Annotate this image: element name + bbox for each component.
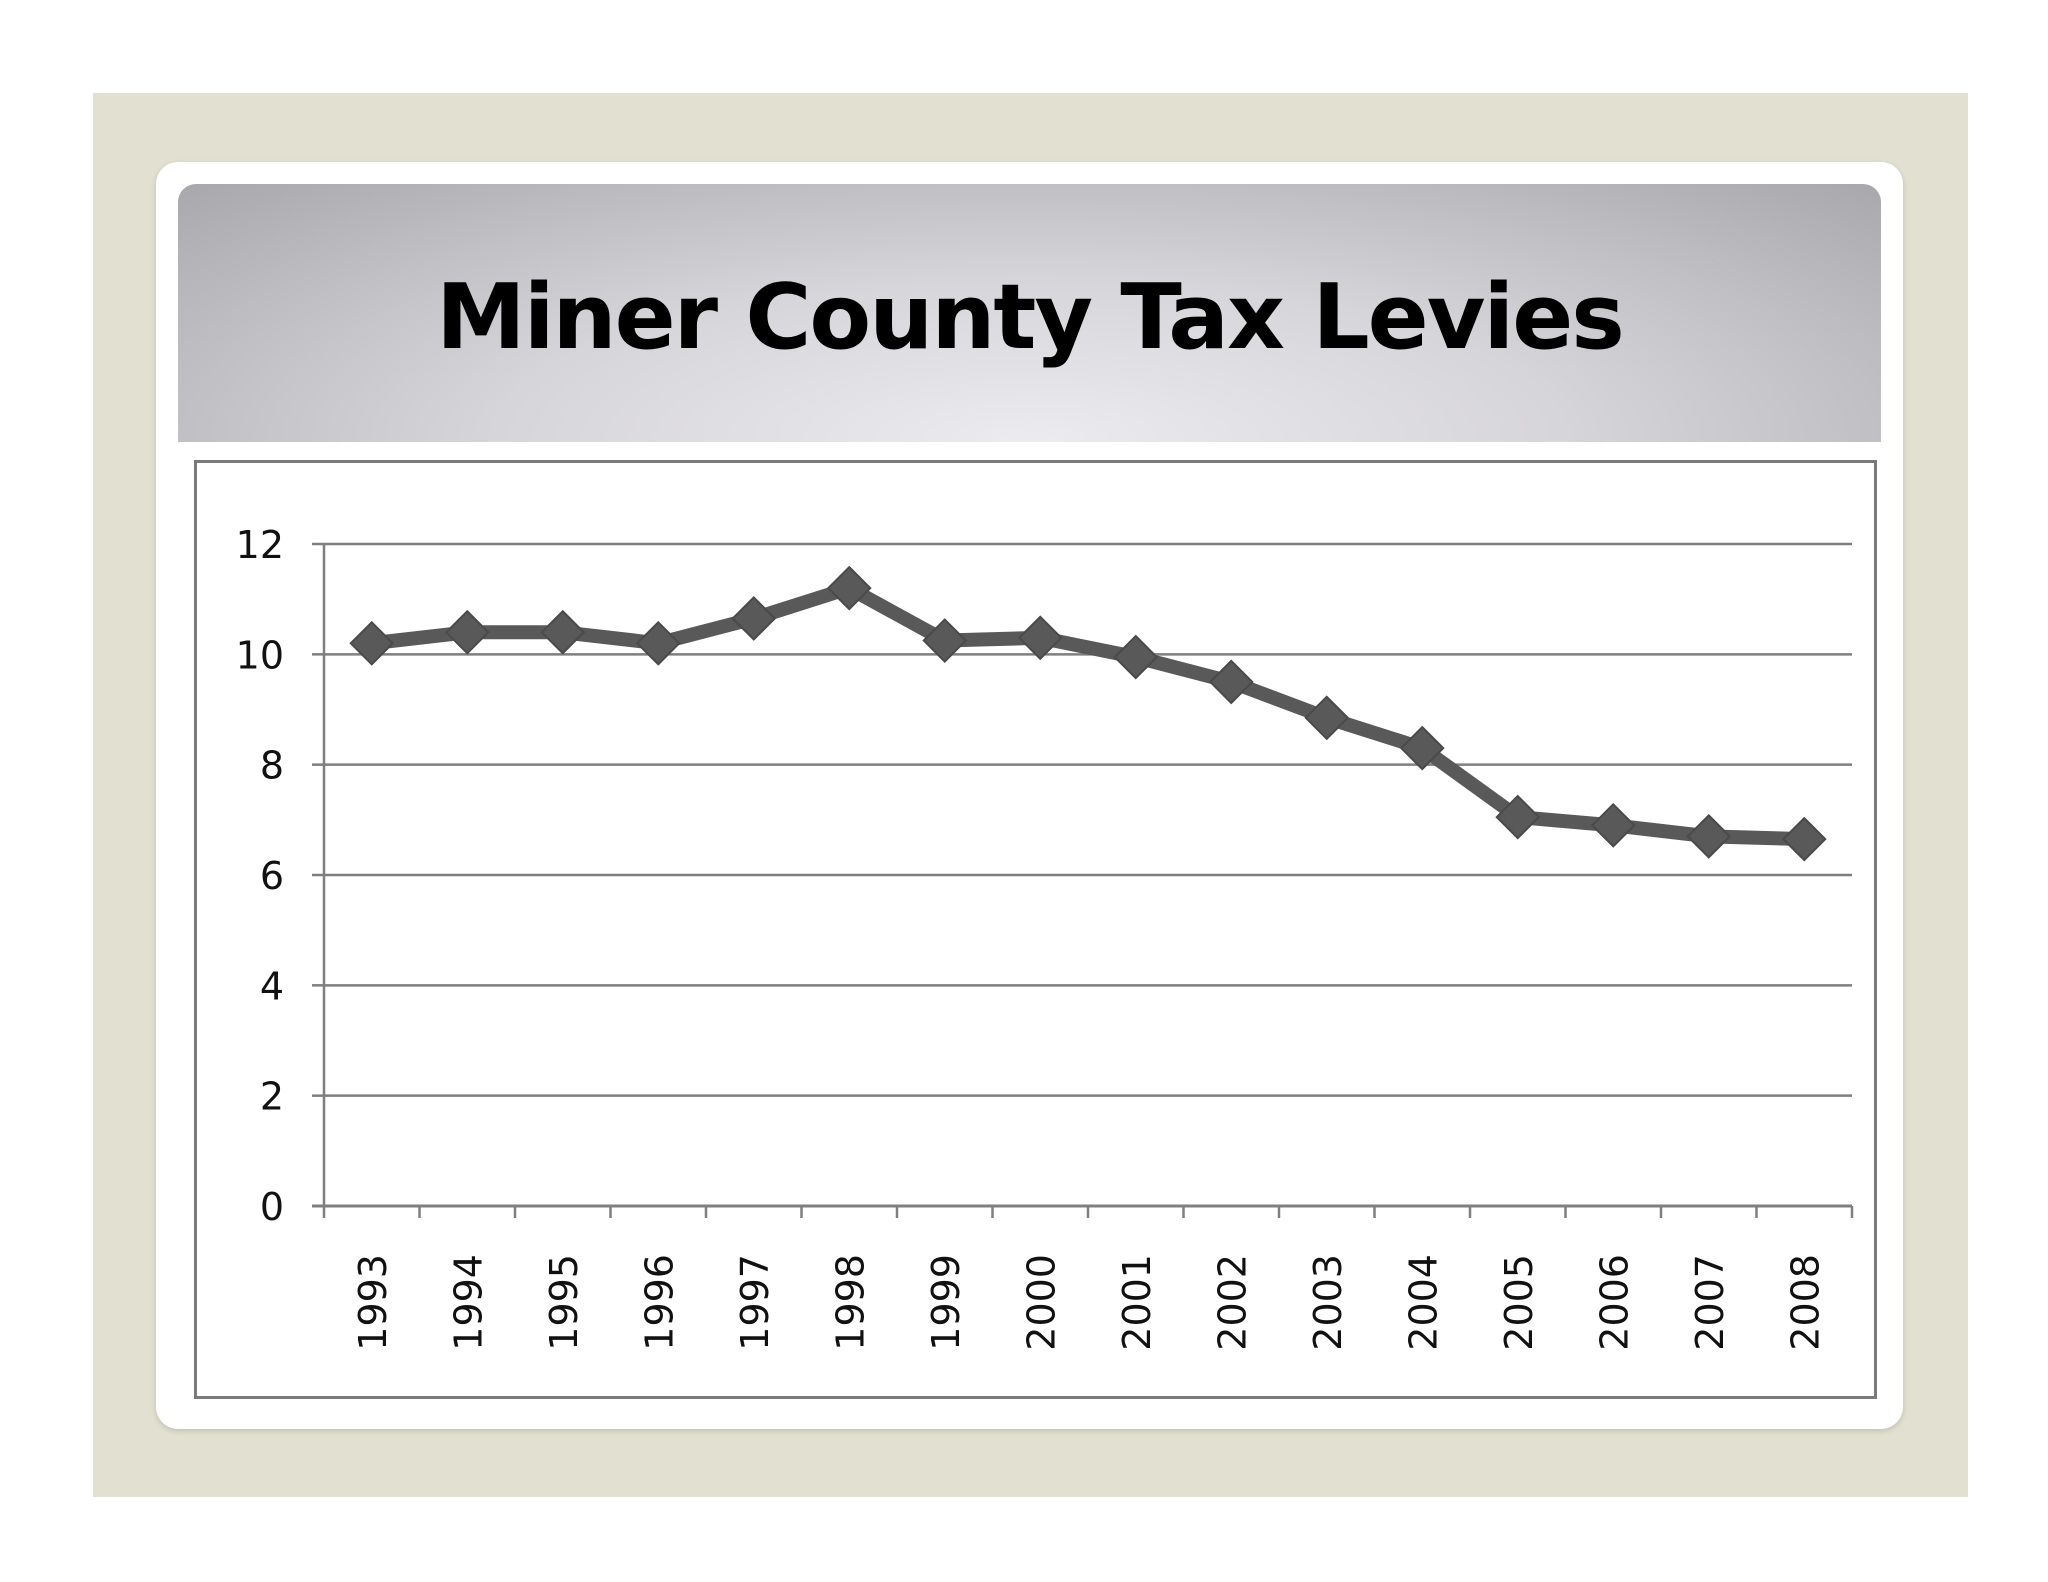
data-point bbox=[635, 620, 681, 666]
x-tick-label: 2005 bbox=[1497, 1254, 1541, 1351]
data-point bbox=[349, 620, 395, 666]
data-point bbox=[1781, 816, 1827, 862]
data-point bbox=[1304, 695, 1350, 741]
x-tick-label: 1996 bbox=[637, 1254, 681, 1351]
y-tick-label: 4 bbox=[260, 964, 284, 1008]
y-tick-label: 2 bbox=[260, 1075, 284, 1119]
x-tick-label: 2001 bbox=[1115, 1254, 1159, 1351]
y-tick-label: 8 bbox=[260, 744, 284, 788]
data-point bbox=[1686, 813, 1732, 859]
y-tick-label: 10 bbox=[236, 633, 284, 677]
slide-card: Miner County Tax Levies 0 2 4 6 8 10 12 1993 199… bbox=[156, 162, 1903, 1429]
title-banner: Miner County Tax Levies bbox=[178, 184, 1881, 442]
series-line bbox=[364, 581, 1812, 847]
x-tick-label: 1994 bbox=[446, 1254, 490, 1351]
slide-title: Miner County Tax Levies bbox=[436, 264, 1625, 370]
data-point bbox=[444, 609, 490, 655]
slide-frame: Miner County Tax Levies 0 2 4 6 8 10 12 1993 199… bbox=[93, 93, 1968, 1497]
data-point bbox=[826, 565, 872, 611]
data-point bbox=[1495, 794, 1541, 840]
x-tick-label: 2002 bbox=[1210, 1254, 1254, 1351]
data-point bbox=[922, 618, 968, 663]
x-tick-label: 2007 bbox=[1688, 1254, 1732, 1351]
chart-area: 0 2 4 6 8 10 12 1993 1994 1995 1996 1997 1998 1999 200… bbox=[194, 460, 1877, 1399]
data-point bbox=[731, 596, 777, 641]
x-tick-label: 2000 bbox=[1019, 1254, 1063, 1351]
y-tick-label: 12 bbox=[236, 523, 284, 567]
x-tick-label: 2004 bbox=[1401, 1254, 1445, 1351]
y-tick-label: 6 bbox=[260, 854, 284, 898]
line-chart: 0 2 4 6 8 10 12 1993 1994 1995 1996 1997 1998 1999 200… bbox=[236, 523, 1854, 1351]
x-tick-label: 2006 bbox=[1592, 1254, 1636, 1351]
y-tick-label: 0 bbox=[260, 1185, 284, 1229]
data-point bbox=[1113, 634, 1159, 680]
x-tick-label: 1997 bbox=[733, 1254, 777, 1351]
data-point bbox=[1208, 659, 1254, 705]
data-point bbox=[1017, 615, 1063, 661]
data-point bbox=[1590, 802, 1636, 848]
x-tick-label: 2008 bbox=[1783, 1254, 1827, 1351]
data-point bbox=[540, 609, 586, 655]
data-point bbox=[1399, 725, 1445, 771]
x-tick-label: 1998 bbox=[828, 1254, 872, 1351]
x-tick-label: 2003 bbox=[1306, 1254, 1350, 1351]
x-tick-label: 1993 bbox=[351, 1254, 395, 1351]
x-tick-label: 1999 bbox=[924, 1254, 968, 1351]
x-tick-label: 1995 bbox=[542, 1254, 586, 1351]
